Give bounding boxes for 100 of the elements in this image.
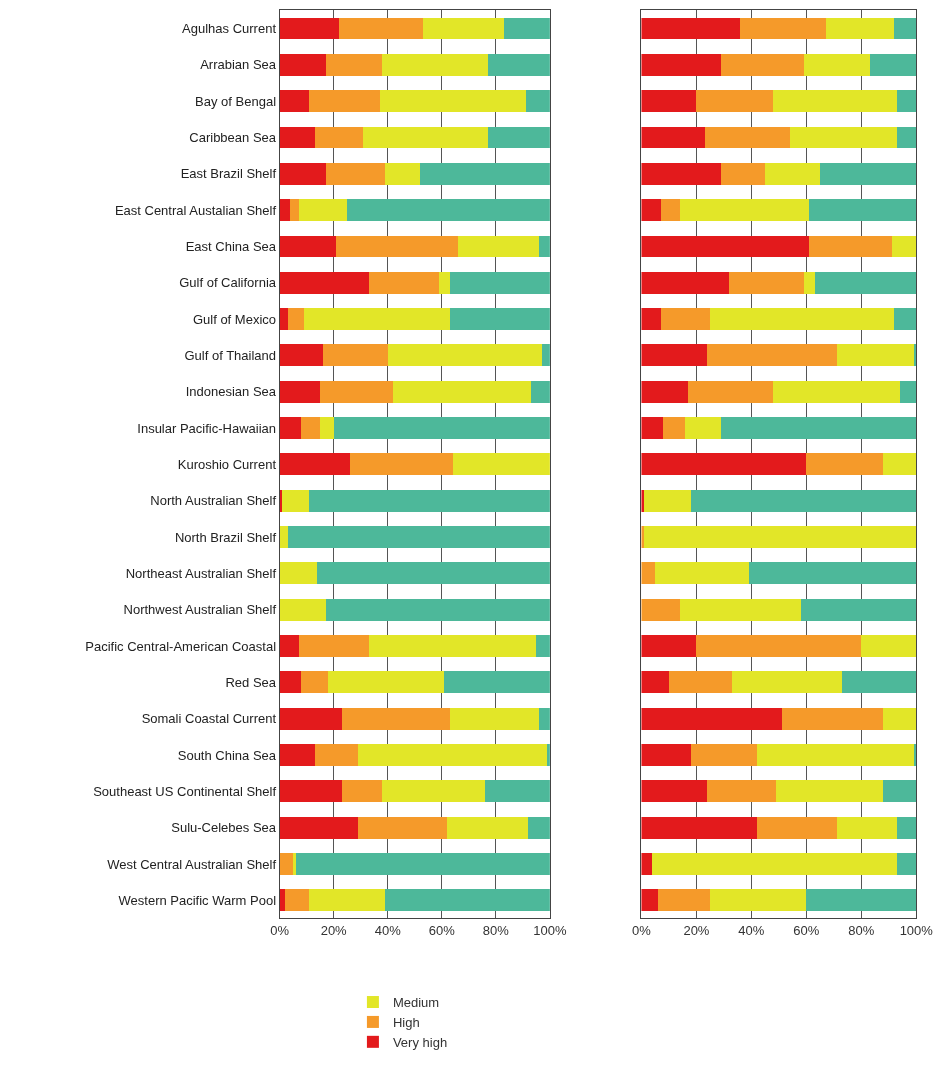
bar: [690, 744, 757, 766]
bar: [825, 17, 895, 40]
bar: [279, 162, 326, 185]
y-tick-label: Pacific Central-American Coastal: [85, 638, 277, 654]
bar: [279, 235, 337, 258]
y-tick-label: East Central Austalian Shelf: [114, 202, 277, 218]
bar: [314, 126, 364, 149]
bar: [279, 671, 302, 694]
bar: [279, 889, 286, 912]
bar: [420, 162, 550, 185]
bar: [525, 90, 550, 112]
y-tick-label: Red Sea: [225, 674, 277, 690]
bar: [641, 90, 697, 112]
bar: [748, 562, 917, 585]
x-tick-label: 100%: [899, 923, 934, 939]
bar: [644, 526, 917, 548]
bar: [322, 344, 388, 367]
bar: [883, 707, 917, 730]
bar: [301, 417, 321, 439]
bar: [836, 344, 914, 367]
bar: [891, 235, 917, 258]
bar: [641, 199, 661, 221]
bar: [293, 853, 296, 875]
bar: [679, 598, 801, 621]
bar: [382, 53, 488, 76]
bar: [710, 308, 895, 330]
bar: [897, 126, 917, 149]
bar: [641, 344, 708, 367]
bar: [279, 417, 302, 439]
bar: [536, 635, 550, 657]
bar: [530, 380, 550, 403]
bar: [279, 562, 318, 585]
bar: [806, 453, 884, 476]
bar: [325, 598, 550, 621]
bar: [899, 380, 917, 403]
bar: [457, 235, 540, 258]
y-tick-label: Bay of Bengal: [195, 93, 277, 109]
legend-label: High: [392, 1015, 420, 1030]
bar: [842, 671, 917, 694]
bar: [339, 17, 423, 40]
x-tick-label: 20%: [320, 923, 348, 939]
bar: [641, 635, 697, 657]
bar: [660, 199, 680, 221]
bar: [279, 598, 326, 621]
bar: [773, 90, 898, 112]
bar: [328, 671, 445, 694]
bar: [765, 162, 821, 185]
bar: [279, 380, 321, 403]
x-tick-label: 60%: [428, 923, 456, 939]
y-tick-label: Insular Pacific-Hawaiian: [137, 420, 277, 436]
bar: [756, 744, 914, 766]
bar: [309, 489, 550, 512]
bar: [279, 780, 342, 803]
bar: [295, 853, 550, 875]
bar: [341, 707, 450, 730]
bar: [696, 635, 862, 657]
y-tick-label: Northeast Australian Shelf: [125, 565, 277, 581]
bar: [803, 271, 815, 294]
bar: [341, 780, 383, 803]
bar: [314, 744, 358, 766]
bar: [349, 453, 453, 476]
y-tick-label: Sulu-Celebes Sea: [171, 820, 277, 836]
bar: [279, 526, 288, 548]
bar: [641, 53, 722, 76]
bar: [282, 489, 310, 512]
y-tick-label: Caribbean Sea: [189, 129, 277, 145]
bar: [641, 162, 722, 185]
bar: [704, 126, 790, 149]
bar: [894, 308, 917, 330]
bar: [298, 635, 369, 657]
x-tick-label: 80%: [482, 923, 510, 939]
bar: [861, 635, 917, 657]
bar: [641, 707, 782, 730]
y-tick-label: North Australian Shelf: [150, 493, 277, 509]
bar: [279, 126, 315, 149]
bar: [696, 90, 774, 112]
x-tick-label: 0%: [632, 923, 652, 939]
bar: [503, 17, 550, 40]
bar: [657, 889, 711, 912]
bar: [279, 90, 310, 112]
bar: [279, 635, 299, 657]
bar: [721, 162, 766, 185]
bar: [688, 380, 774, 403]
bar: [668, 671, 733, 694]
bar: [789, 126, 898, 149]
bar: [806, 889, 917, 912]
bar: [641, 853, 653, 875]
y-tick-label: Kuroshio Current: [177, 456, 277, 472]
y-tick-label: Gulf of Mexico: [192, 311, 277, 327]
bar: [707, 344, 837, 367]
bar: [641, 780, 708, 803]
y-tick-label: South China Sea: [177, 747, 277, 763]
bar: [773, 380, 900, 403]
bar: [732, 671, 843, 694]
bar: [685, 417, 722, 439]
bar: [309, 889, 386, 912]
bar: [358, 816, 448, 839]
bar: [729, 271, 804, 294]
bar: [641, 308, 661, 330]
bar: [449, 707, 540, 730]
